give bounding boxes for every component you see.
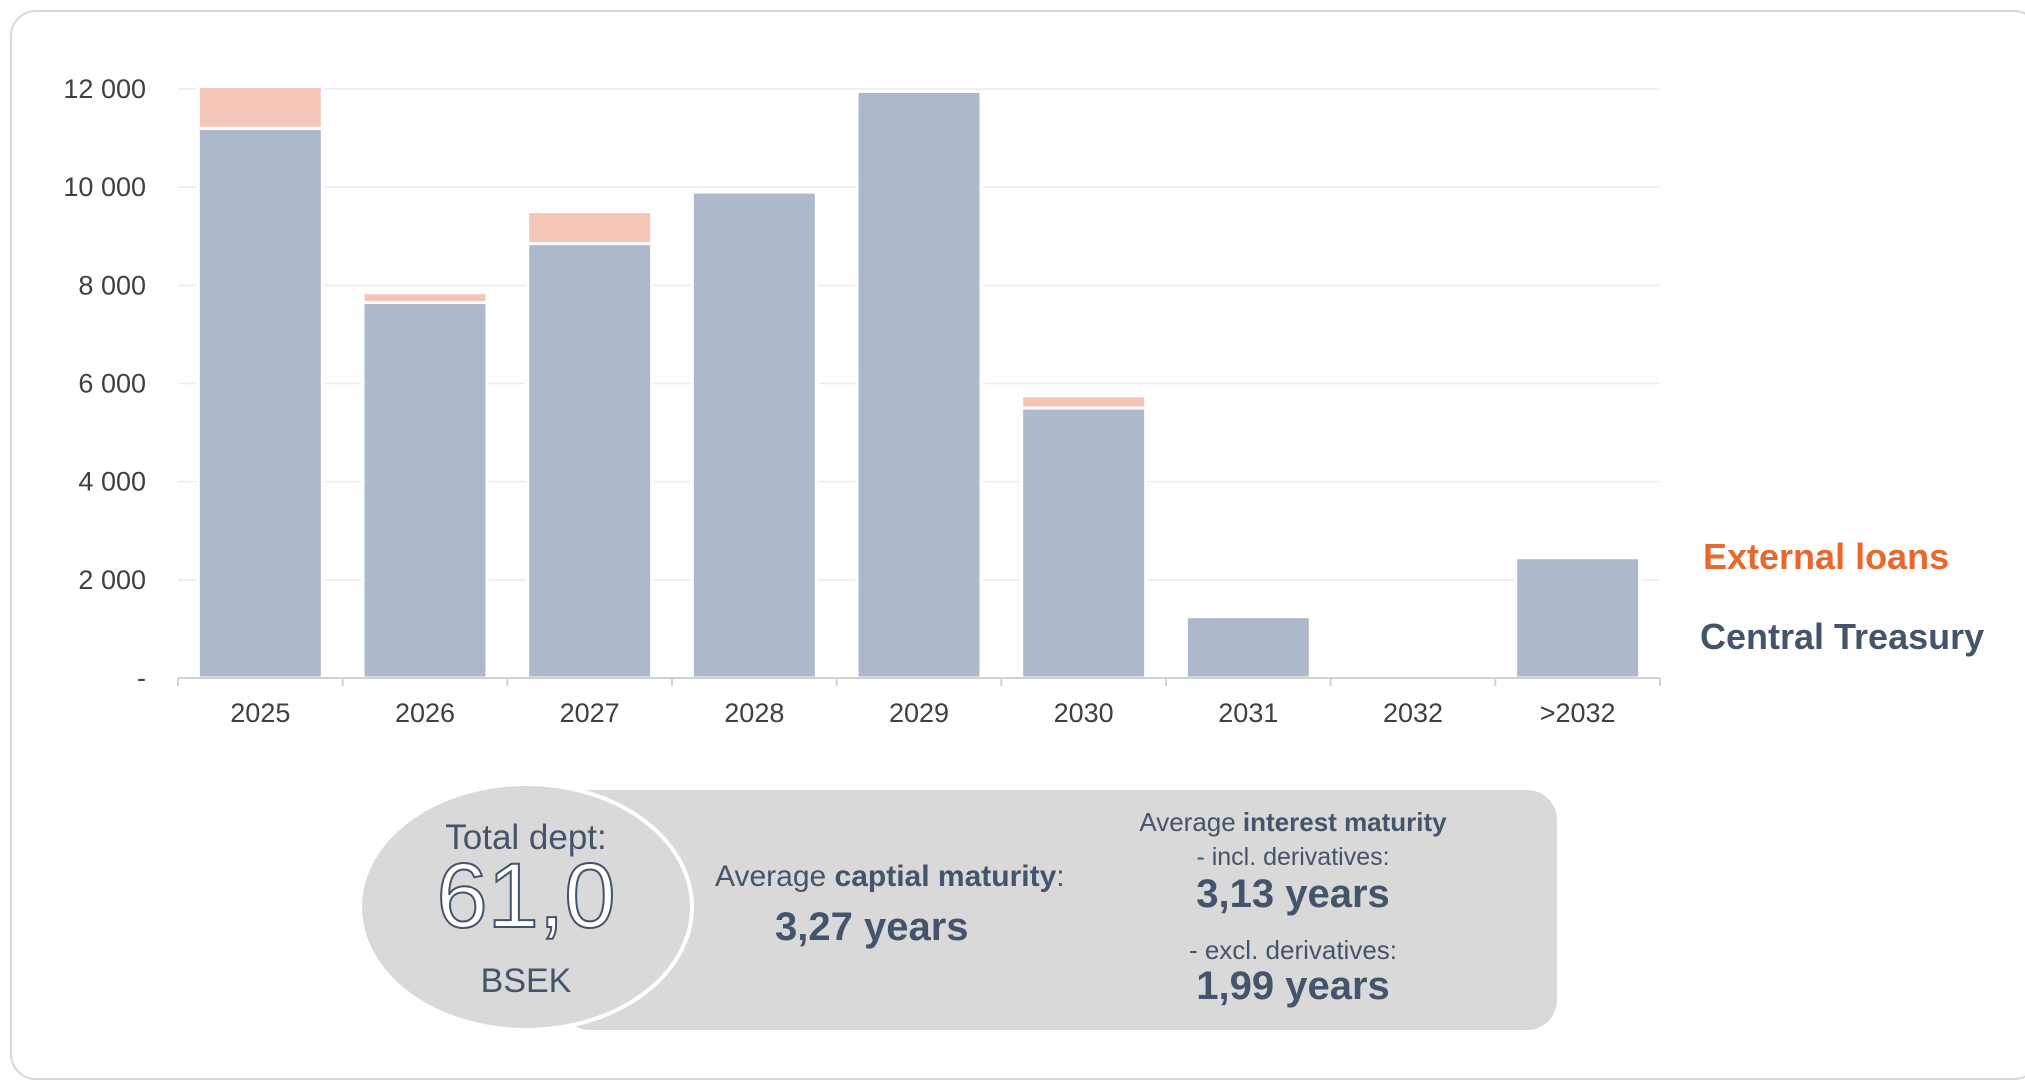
x-tick-label: 2026 <box>395 698 455 728</box>
x-tick-label: 2028 <box>724 698 784 728</box>
x-tick-label: 2031 <box>1218 698 1278 728</box>
x-tick-label: 2029 <box>889 698 949 728</box>
y-tick-label: 10 000 <box>63 172 146 202</box>
capital-maturity-label: Average captial maturity: <box>715 860 1065 894</box>
incl-derivatives-label: - incl. derivatives: <box>1196 843 1390 871</box>
interest-prefix: Average <box>1139 807 1243 837</box>
bar-external-loans <box>361 291 489 305</box>
y-tick-label: 6 000 <box>78 369 146 399</box>
bar-central-treasury <box>196 126 324 680</box>
axes: - 2 000 4 000 6 000 8 000 10 000 12 000 2025 202… <box>63 74 1661 728</box>
x-tick-label: 2025 <box>230 698 290 728</box>
legend-central-treasury: Central Treasury <box>1700 616 1985 657</box>
total-debt-label: Total dept: <box>445 818 607 857</box>
bar-central-treasury <box>1514 556 1642 680</box>
interest-bold: interest maturity <box>1242 807 1447 837</box>
summary-panel <box>560 790 1557 1030</box>
interest-maturity-label: Average interest maturity <box>1098 807 1488 838</box>
excl-derivatives-value: 1,99 years <box>1196 964 1390 1008</box>
bar-central-treasury <box>361 301 489 680</box>
legend-external-loans: External loans <box>1703 536 1950 577</box>
bars <box>196 85 1642 680</box>
capital-suffix: : <box>1056 860 1065 893</box>
total-debt-unit: BSEK <box>480 962 572 1000</box>
y-tick-label: - <box>137 663 146 693</box>
total-debt-ellipse: Total dept: 61,0 BSEK <box>358 782 694 1032</box>
bar-external-loans <box>1020 394 1148 410</box>
y-tick-label: 2 000 <box>78 565 146 595</box>
bar-central-treasury <box>526 242 654 680</box>
x-tick-label: 2027 <box>560 698 620 728</box>
bar-central-treasury <box>1020 406 1148 680</box>
bar-external-loans <box>526 210 654 246</box>
capital-maturity-value: 3,27 years <box>775 905 969 949</box>
capital-bold: captial maturity <box>834 860 1057 893</box>
y-tick-label: 8 000 <box>78 270 146 300</box>
bar-central-treasury <box>1184 615 1312 680</box>
x-tick-label: 2032 <box>1383 698 1443 728</box>
capital-prefix: Average <box>715 860 835 893</box>
maturity-bar-chart: - 2 000 4 000 6 000 8 000 10 000 12 000 2025 202… <box>63 74 1661 728</box>
bar-central-treasury <box>690 190 818 680</box>
incl-derivatives-value: 3,13 years <box>1196 872 1390 916</box>
excl-derivatives-label: - excl. derivatives: <box>1188 935 1398 965</box>
x-tick-label: >2032 <box>1540 698 1616 728</box>
y-tick-label: 12 000 <box>63 74 146 104</box>
x-tick-label: 2030 <box>1054 698 1114 728</box>
bar-central-treasury <box>855 89 983 680</box>
y-tick-label: 4 000 <box>78 467 146 497</box>
total-debt-value: 61,0 <box>435 844 616 948</box>
bar-external-loans <box>196 85 324 130</box>
